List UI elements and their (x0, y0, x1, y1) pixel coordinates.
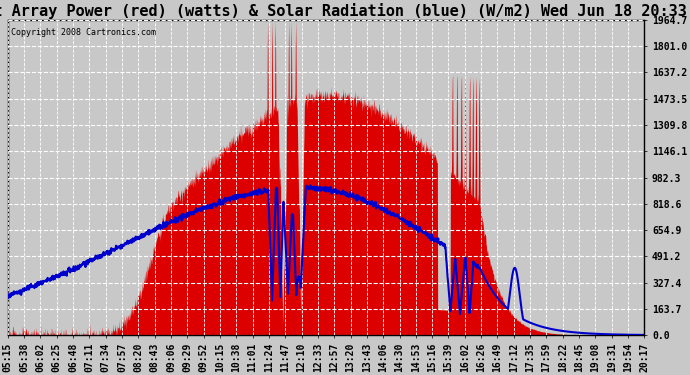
Title: East Array Power (red) (watts) & Solar Radiation (blue) (W/m2) Wed Jun 18 20:33: East Array Power (red) (watts) & Solar R… (0, 3, 687, 19)
Text: Copyright 2008 Cartronics.com: Copyright 2008 Cartronics.com (11, 28, 156, 37)
